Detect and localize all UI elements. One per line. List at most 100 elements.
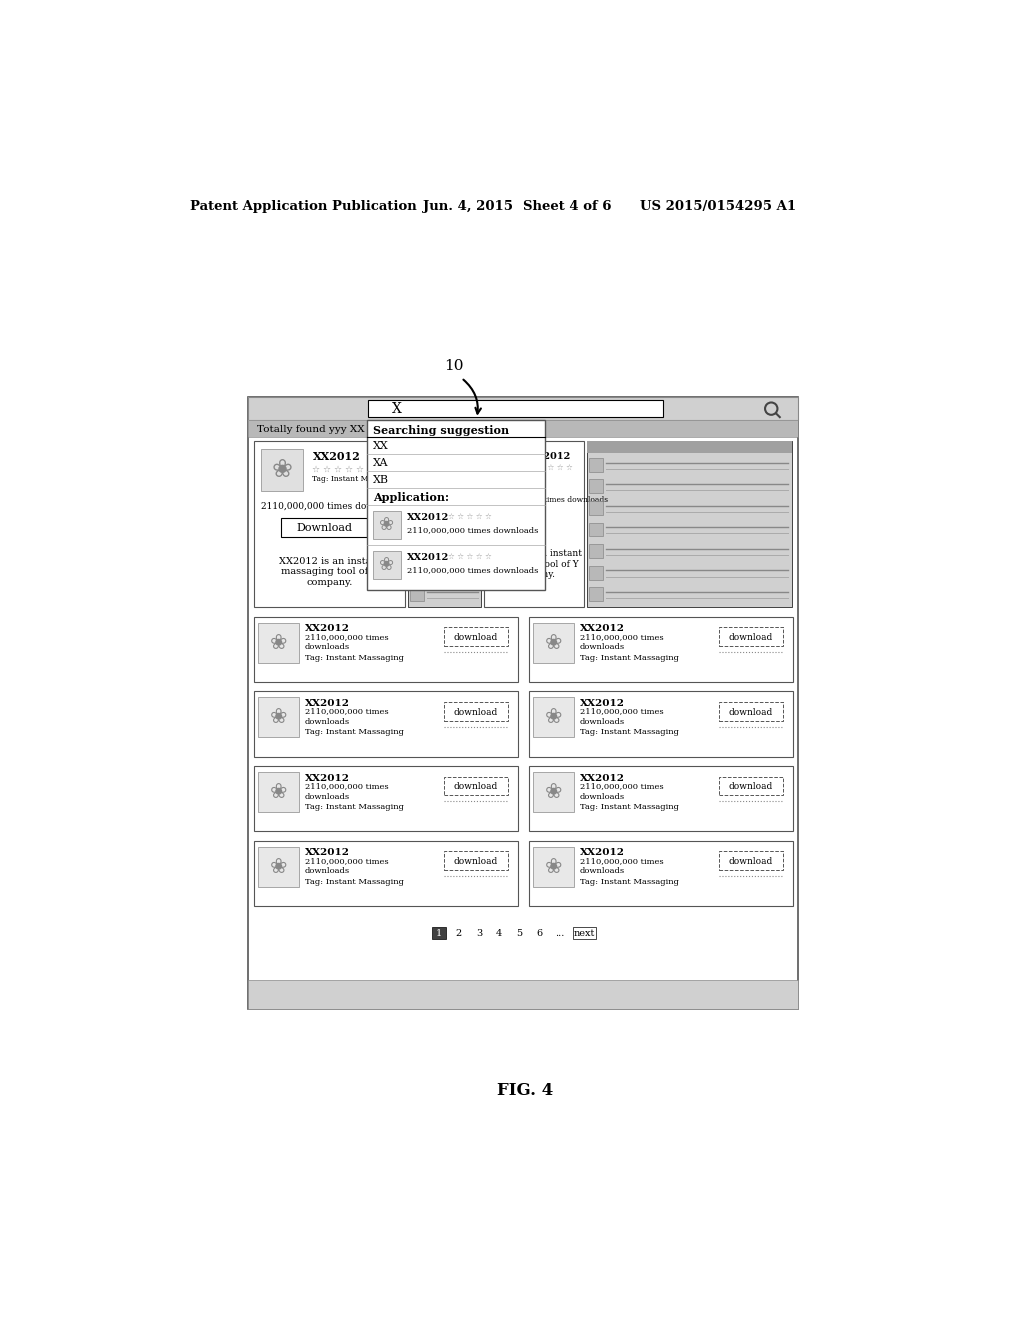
Text: 2110,000,000 times downloads: 2110,000,000 times downloads	[260, 502, 403, 511]
Bar	[254, 841, 518, 906]
Text: download: download	[729, 783, 773, 791]
Bar	[534, 772, 573, 812]
Text: Patent Application Publication: Patent Application Publication	[190, 199, 417, 213]
Bar	[534, 847, 573, 887]
Text: next: next	[573, 928, 595, 937]
Text: ❀: ❀	[379, 516, 394, 533]
Bar	[258, 697, 299, 738]
Text: Totally found yyy XX applications: Totally found yyy XX applications	[257, 425, 432, 434]
Text: Tag: Instant Massaging: Tag: Instant Massaging	[312, 475, 402, 483]
Text: 2110,000,000 times downloads: 2110,000,000 times downloads	[488, 495, 608, 503]
Text: ☆ ☆ ☆ ☆ ☆: ☆ ☆ ☆ ☆ ☆	[449, 512, 492, 521]
Text: XX2012: XX2012	[580, 624, 625, 634]
Bar	[408, 441, 481, 453]
Text: XX2012: XX2012	[407, 553, 450, 562]
Text: download: download	[454, 783, 498, 791]
Bar	[589, 566, 603, 579]
Bar	[534, 697, 573, 738]
Text: XX2012: XX2012	[528, 451, 571, 461]
Bar	[369, 400, 663, 417]
Bar	[367, 420, 545, 590]
Text: 2110,000,000 times
downloads
Tag: Instant Massaging: 2110,000,000 times downloads Tag: Instan…	[305, 708, 403, 737]
Text: 2110,000,000 times
downloads
Tag: Instant Massaging: 2110,000,000 times downloads Tag: Instan…	[580, 708, 679, 737]
Text: XX2012: XX2012	[305, 700, 350, 708]
Bar	[488, 449, 523, 483]
Bar	[432, 927, 445, 940]
Bar	[258, 623, 299, 663]
Text: ❀: ❀	[269, 857, 287, 876]
Text: Jun. 4, 2015: Jun. 4, 2015	[423, 199, 512, 213]
Bar	[719, 627, 783, 645]
Text: FIG. 4: FIG. 4	[497, 1081, 553, 1098]
Text: XX2012 is an instant
massaging tool of Y
company.: XX2012 is an instant massaging tool of Y…	[279, 557, 381, 587]
Bar	[410, 587, 424, 601]
Text: ❀: ❀	[545, 708, 562, 727]
Text: XB: XB	[373, 475, 389, 486]
Bar	[529, 766, 793, 832]
Text: 2110,000,000 times
downloads
Tag: Instant Massaging: 2110,000,000 times downloads Tag: Instan…	[305, 634, 403, 661]
Text: ...: ...	[555, 928, 564, 937]
Bar	[529, 692, 793, 756]
Text: XX2012: XX2012	[580, 774, 625, 783]
Bar	[254, 766, 518, 832]
Bar	[373, 552, 400, 579]
Text: XX2012: XX2012	[305, 774, 350, 783]
Bar	[248, 397, 799, 420]
Bar	[260, 449, 303, 491]
Bar	[410, 479, 424, 494]
Bar	[589, 479, 603, 494]
Bar	[589, 523, 603, 536]
Bar	[589, 587, 603, 601]
Text: download: download	[454, 708, 498, 717]
Text: XX2012: XX2012	[305, 849, 350, 858]
Text: XA: XA	[373, 458, 388, 469]
Bar	[529, 616, 793, 682]
Text: ❀: ❀	[269, 783, 287, 803]
Text: Download: Download	[296, 524, 352, 533]
Text: download: download	[454, 632, 498, 642]
Bar	[483, 441, 585, 607]
Text: XX2012: XX2012	[305, 624, 350, 634]
Text: XX2012: XX2012	[407, 512, 450, 521]
Text: ❀: ❀	[545, 632, 562, 652]
Bar	[529, 841, 793, 906]
Text: download: download	[729, 857, 773, 866]
Bar	[589, 502, 603, 515]
Bar	[719, 776, 783, 795]
Text: Application:: Application:	[373, 492, 449, 503]
Bar	[408, 441, 481, 607]
Text: X: X	[391, 403, 401, 416]
Text: ☆ ☆ ☆ ☆ ☆: ☆ ☆ ☆ ☆ ☆	[312, 465, 365, 473]
Bar	[719, 851, 783, 870]
Text: Sheet 4 of 6: Sheet 4 of 6	[523, 199, 611, 213]
Text: 2110,000,000 times
downloads
Tag: Instant Massaging: 2110,000,000 times downloads Tag: Instan…	[580, 857, 679, 886]
Text: download: download	[454, 857, 498, 866]
Text: ❀: ❀	[269, 632, 287, 652]
Text: ❀: ❀	[379, 556, 394, 574]
Text: 10: 10	[443, 359, 463, 374]
Text: ❀: ❀	[545, 857, 562, 876]
Bar	[572, 927, 596, 940]
Bar	[410, 544, 424, 558]
Text: 2110,000,000 times
downloads
Tag: Instant Massaging: 2110,000,000 times downloads Tag: Instan…	[305, 783, 403, 810]
Text: ❀: ❀	[498, 457, 514, 475]
Bar	[444, 851, 508, 870]
Bar	[254, 692, 518, 756]
Text: ☆ ☆ ☆ ☆ ☆: ☆ ☆ ☆ ☆ ☆	[449, 553, 492, 562]
Text: 2110,000,000 times downloads: 2110,000,000 times downloads	[407, 527, 539, 535]
Text: download: download	[729, 632, 773, 642]
Bar	[534, 623, 573, 663]
Bar	[410, 502, 424, 515]
Text: 1: 1	[435, 928, 442, 937]
Bar	[248, 420, 799, 437]
Text: 6: 6	[537, 928, 543, 937]
Bar	[587, 441, 793, 453]
Text: XX: XX	[373, 441, 389, 451]
Text: XX2012: XX2012	[580, 849, 625, 858]
Bar	[373, 511, 400, 539]
Bar	[248, 397, 799, 420]
Bar	[248, 397, 799, 1010]
Bar	[410, 566, 424, 579]
Text: US 2015/0154295 A1: US 2015/0154295 A1	[640, 199, 796, 213]
Bar	[444, 627, 508, 645]
